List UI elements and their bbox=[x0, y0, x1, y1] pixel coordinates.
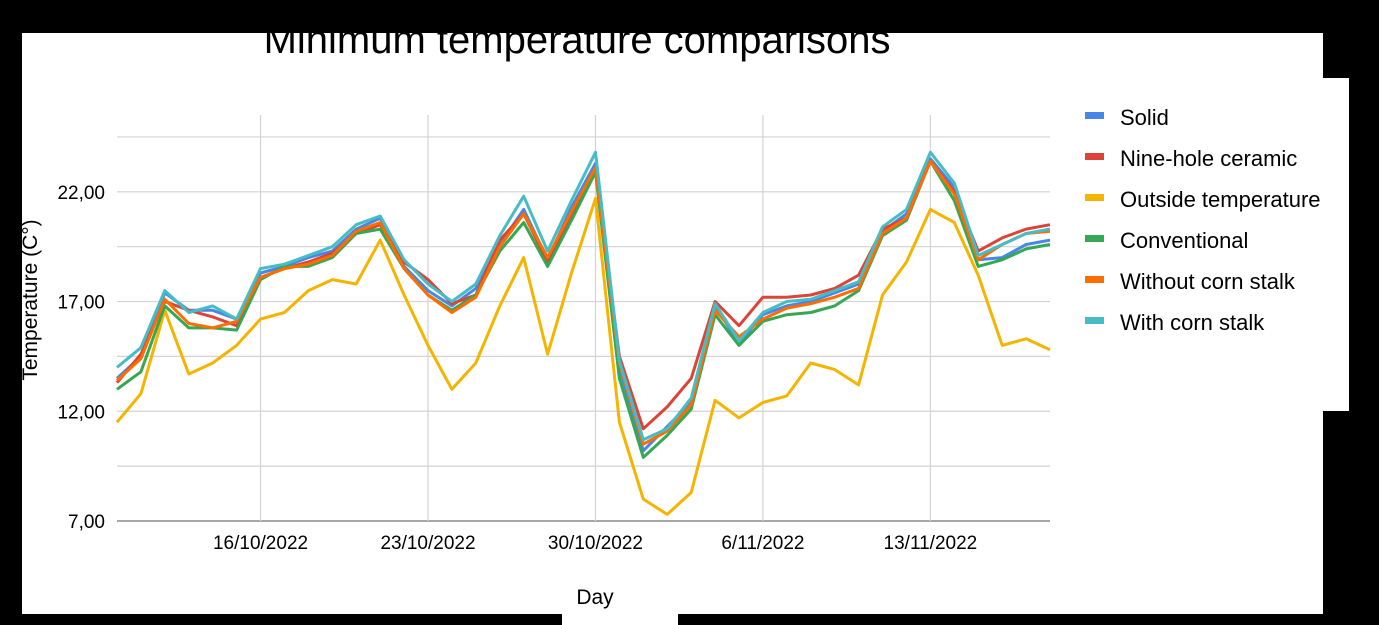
x-label-background bbox=[562, 580, 678, 625]
legend-swatch bbox=[1085, 235, 1104, 242]
x-tick-label: 13/11/2022 bbox=[884, 533, 978, 554]
y-tick-labels: 7,00 12,00 17,00 22,00 bbox=[57, 183, 105, 533]
x-tick-label: 16/10/2022 bbox=[213, 533, 308, 554]
y-tick-label: 17,00 bbox=[57, 293, 105, 314]
legend-swatch bbox=[1085, 112, 1104, 119]
legend-swatch bbox=[1085, 153, 1104, 160]
legend-swatch bbox=[1085, 317, 1104, 324]
legend-swatch bbox=[1085, 194, 1104, 201]
legend: Solid Nine-hole ceramic Outside temperatur… bbox=[1085, 105, 1321, 335]
legend-label: Without corn stalk bbox=[1120, 269, 1296, 294]
series-line-outside-temperature bbox=[115, 196, 1051, 516]
x-tick-label: 6/11/2022 bbox=[721, 533, 804, 554]
x-tick-label: 30/10/2022 bbox=[548, 533, 643, 554]
legend-label: With corn stalk bbox=[1120, 310, 1265, 335]
x-tick-label: 23/10/2022 bbox=[380, 533, 475, 554]
series-line-without-corn-stalk bbox=[115, 159, 1051, 446]
y-tick-label: 7,00 bbox=[68, 512, 105, 533]
legend-label: Outside temperature bbox=[1120, 187, 1321, 212]
y-axis-label: Temperature (C°) bbox=[19, 219, 42, 380]
series-lines bbox=[115, 150, 1051, 516]
legend-label: Nine-hole ceramic bbox=[1120, 146, 1297, 171]
y-tick-label: 22,00 bbox=[57, 183, 105, 204]
legend-label: Solid bbox=[1120, 105, 1169, 130]
chart-title: Minimum temperature comparisons bbox=[264, 18, 891, 62]
legend-label: Conventional bbox=[1120, 228, 1248, 253]
series-line-with-corn-stalk bbox=[116, 150, 1051, 442]
x-tick-labels: 16/10/2022 23/10/2022 30/10/2022 6/11/2022 1… bbox=[213, 533, 977, 554]
y-tick-label: 12,00 bbox=[57, 402, 105, 423]
x-axis-label: Day bbox=[576, 586, 614, 609]
legend-swatch bbox=[1085, 276, 1104, 283]
legend-background bbox=[1062, 78, 1349, 411]
